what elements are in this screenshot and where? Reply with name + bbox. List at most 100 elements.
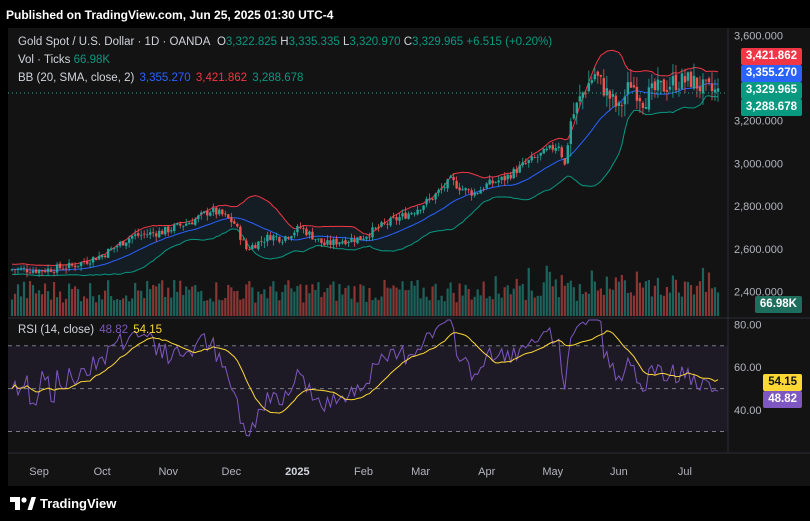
candle-body — [233, 221, 236, 224]
candle-body — [533, 157, 536, 158]
volume-bar — [341, 294, 344, 316]
volume-bar — [479, 295, 482, 316]
volume-bar — [320, 297, 323, 316]
volume-bar — [350, 298, 353, 316]
volume-bar — [203, 300, 206, 316]
candle-body — [148, 232, 152, 235]
candle-body — [10, 269, 14, 271]
change-value: +6.515 (+0.20%) — [466, 36, 553, 48]
bb-basis-value: 3,355.270 — [139, 72, 191, 84]
candle-body — [317, 238, 320, 240]
candle-body — [248, 249, 251, 250]
bb-upper-badge: 3,421.862 — [740, 48, 802, 65]
volume-bar — [497, 293, 500, 316]
volume-bar — [452, 292, 455, 316]
volume-bar — [353, 286, 356, 316]
symbol-legend[interactable]: Gold Spot / U.S. Dollar · 1D · OANDA O3,… — [18, 36, 552, 48]
volume-bar — [278, 300, 281, 316]
bb-legend[interactable]: BB (20, SMA, close, 2) 3,355.270 3,421.8… — [18, 72, 303, 84]
volume-bar — [64, 298, 68, 316]
candle-body — [449, 176, 452, 178]
bb-label: BB (20, SMA, close, 2) — [18, 72, 135, 84]
tradingview-logo[interactable]: TradingView — [10, 496, 116, 511]
candle-body — [13, 269, 17, 271]
volume-bar — [638, 282, 641, 316]
volume-bar — [128, 301, 131, 316]
chart-area[interactable]: 3,600.000 3,200.000 3,000.000 2,800.000 2,60… — [8, 28, 810, 486]
candle-body — [73, 265, 77, 268]
volume-bar — [25, 298, 29, 316]
price-tick-label: 2,600.000 — [734, 244, 783, 256]
chart-svg[interactable]: 3,600.000 3,200.000 3,000.000 2,800.000 2,60… — [8, 28, 810, 486]
volume-bar — [578, 283, 581, 316]
candle-body — [353, 239, 356, 242]
volume-bar — [686, 281, 690, 316]
volume-bar — [458, 283, 461, 316]
volume-bar — [332, 281, 335, 316]
volume-bar — [28, 281, 32, 316]
candle-body — [671, 76, 675, 86]
volume-bar — [191, 286, 194, 316]
volume-bar — [218, 299, 221, 316]
price-tick-label: 2,400.000 — [734, 287, 783, 299]
volume-bar — [524, 299, 527, 316]
volume-bar — [596, 290, 599, 316]
volume-bar — [263, 289, 266, 316]
volume-bar — [116, 299, 119, 316]
volume-bar — [257, 291, 260, 316]
volume-bar — [440, 295, 443, 316]
volume-bar — [626, 292, 629, 316]
candle-body — [515, 169, 518, 174]
volume-bar — [293, 291, 296, 316]
volume-bar — [206, 300, 209, 316]
volume-badge: 66.98K — [754, 296, 802, 313]
volume-bar — [338, 284, 341, 316]
candle-body — [347, 241, 350, 244]
candle-body — [680, 73, 684, 89]
time-axis-label: Sep — [29, 466, 49, 478]
bb-lower-value: 3,288.678 — [252, 72, 304, 84]
candle-body — [464, 188, 467, 191]
candle-body — [91, 257, 95, 263]
volume-bar — [302, 302, 305, 316]
volume-bar — [230, 287, 233, 316]
candle-body — [167, 226, 170, 233]
symbol-label[interactable]: Gold Spot / U.S. Dollar · 1D · OANDA — [18, 36, 210, 48]
close-label: C — [403, 36, 413, 48]
candle-body — [368, 236, 371, 238]
volume-bar — [92, 296, 95, 316]
volume-bar — [16, 284, 20, 316]
candle-body — [710, 83, 714, 92]
volume-bar — [10, 299, 14, 316]
candle-body — [497, 180, 500, 183]
candle-body — [179, 223, 182, 226]
candle-body — [590, 80, 594, 83]
volume-bar — [470, 299, 473, 316]
volume-bar — [86, 298, 89, 316]
volume-bar — [107, 280, 110, 316]
volume-bar — [323, 292, 326, 316]
volume-bar — [689, 285, 693, 316]
candle-body — [224, 213, 227, 215]
candle-body — [242, 239, 245, 241]
volume-bar — [197, 291, 200, 316]
volume-bar — [632, 295, 635, 316]
candle-body — [593, 74, 597, 80]
volume-bar — [584, 291, 587, 316]
candle-body — [716, 88, 720, 92]
candle-body — [299, 226, 302, 228]
volume-bar — [95, 302, 98, 316]
rsi-legend[interactable]: RSI (14, close) 48.82 54.15 — [18, 324, 162, 336]
volume-bar — [308, 293, 311, 316]
volume-legend[interactable]: Vol · Ticks 66.98K — [18, 54, 110, 66]
volume-bar — [446, 288, 449, 316]
volume-bar — [146, 281, 149, 316]
candle-body — [185, 223, 188, 226]
candle-body — [161, 230, 164, 235]
candle-body — [37, 269, 41, 274]
volume-bar — [668, 292, 672, 316]
volume-bar — [533, 297, 536, 316]
candle-body — [31, 270, 35, 273]
volume-bar — [518, 285, 521, 316]
candle-body — [569, 121, 572, 144]
